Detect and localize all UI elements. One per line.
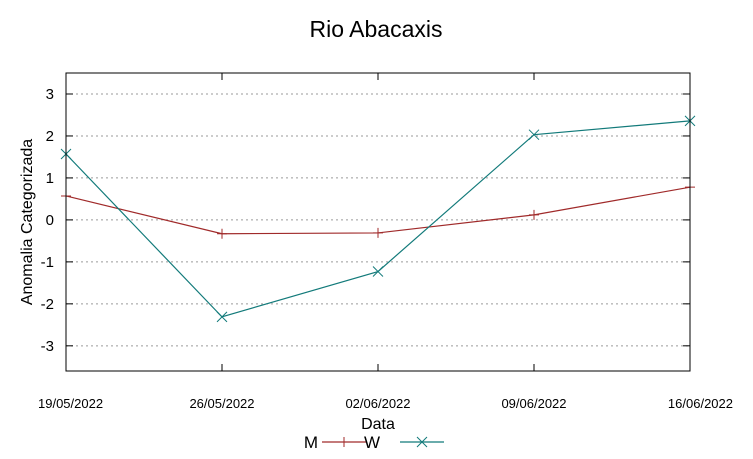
data-point-w (528, 129, 540, 141)
series-m (61, 182, 695, 239)
y-tick-label: -2 (41, 296, 54, 313)
y-tick-label: 3 (46, 86, 54, 103)
series-group (60, 115, 696, 323)
y-axis-label: Anomalia Categorizada (19, 139, 36, 305)
series-w (60, 115, 696, 323)
legend-marker-w (416, 436, 428, 448)
x-axis-label: Data (361, 416, 395, 433)
plot-frame (65, 72, 691, 372)
y-tick-label: -1 (41, 254, 54, 271)
data-point-w (216, 311, 228, 323)
legend-label-w: W (364, 433, 380, 452)
series-line-m (65, 186, 691, 235)
legend-label-m: M (304, 433, 318, 452)
y-tick-label: 2 (46, 128, 54, 145)
y-tick-label: 0 (46, 212, 54, 229)
y-axis-ticks: 3 2 1 0 -1 -2 -3 (41, 86, 690, 355)
legend-marker-m (339, 437, 349, 447)
data-point-w (372, 266, 384, 277)
y-tick-label: 1 (46, 170, 54, 187)
chart-title: Rio Abacaxis (310, 16, 443, 42)
x-axis-ticks: 19/05/2022 26/05/2022 02/06/2022 09/06/2022… (38, 73, 733, 411)
x-tick-label: 16/06/2022 (668, 396, 733, 411)
y-tick-label: -3 (41, 338, 54, 355)
x-tick-label: 26/05/2022 (189, 396, 254, 411)
data-point-m (373, 227, 383, 238)
x-tick-label: 02/06/2022 (345, 396, 410, 411)
data-point-m (217, 228, 227, 239)
data-point-m (529, 209, 539, 220)
grid-lines (66, 93, 690, 347)
x-tick-label: 19/05/2022 (38, 396, 103, 411)
x-tick-label: 09/06/2022 (501, 396, 566, 411)
